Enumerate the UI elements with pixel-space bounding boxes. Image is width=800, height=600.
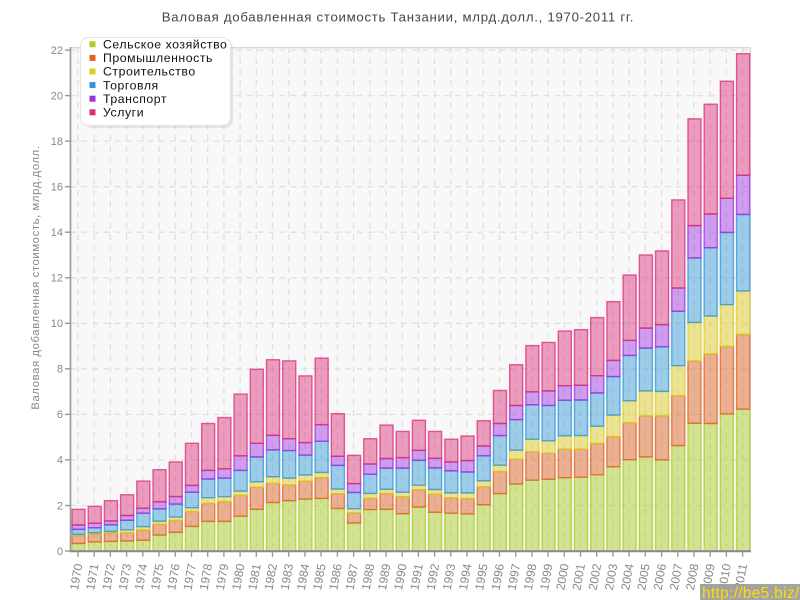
svg-text:12: 12 [51, 273, 63, 285]
svg-text:1980: 1980 [229, 562, 247, 591]
svg-text:1982: 1982 [262, 562, 280, 591]
svg-text:Сельское хозяйство: Сельское хозяйство [103, 38, 227, 52]
svg-text:1977: 1977 [181, 562, 199, 591]
svg-text:1984: 1984 [294, 562, 312, 591]
svg-text:Промышленность: Промышленность [103, 51, 213, 65]
svg-text:1997: 1997 [505, 562, 523, 591]
svg-text:1991: 1991 [407, 562, 425, 591]
svg-text:1972: 1972 [99, 562, 117, 591]
svg-text:Строительство: Строительство [103, 65, 196, 79]
svg-text:2: 2 [57, 500, 63, 512]
svg-text:2001: 2001 [570, 562, 588, 591]
svg-text:2000: 2000 [553, 562, 571, 591]
svg-text:2011: 2011 [732, 562, 750, 590]
svg-text:1989: 1989 [375, 562, 393, 591]
svg-text:16: 16 [51, 182, 63, 194]
svg-text:1999: 1999 [537, 562, 555, 591]
svg-text:2002: 2002 [586, 562, 604, 591]
svg-text:1990: 1990 [391, 562, 409, 591]
svg-text:1971: 1971 [83, 562, 101, 591]
svg-text:1978: 1978 [197, 562, 215, 591]
svg-text:1987: 1987 [343, 562, 361, 591]
svg-text:1995: 1995 [472, 562, 490, 591]
svg-text:Транспорт: Транспорт [103, 92, 167, 106]
svg-text:1998: 1998 [521, 562, 539, 591]
svg-text:2008: 2008 [683, 562, 701, 591]
svg-text:2005: 2005 [634, 562, 652, 591]
svg-text:1976: 1976 [164, 562, 182, 591]
svg-text:20: 20 [51, 90, 63, 102]
svg-text:Услуги: Услуги [103, 106, 144, 120]
svg-text:1979: 1979 [213, 562, 231, 591]
svg-text:0: 0 [57, 546, 63, 558]
svg-text:1988: 1988 [359, 562, 377, 591]
svg-text:6: 6 [57, 409, 63, 421]
svg-text:1994: 1994 [456, 562, 474, 591]
svg-text:1970: 1970 [67, 562, 85, 591]
svg-text:1993: 1993 [440, 562, 458, 591]
svg-text:4: 4 [57, 455, 63, 467]
svg-text:8: 8 [57, 364, 63, 376]
svg-text:Торговля: Торговля [103, 78, 159, 92]
svg-text:2006: 2006 [651, 562, 669, 591]
svg-text:2004: 2004 [618, 562, 636, 591]
svg-text:18: 18 [51, 136, 63, 148]
svg-text:Валовая добавленная стоимость,: Валовая добавленная стоимость, млрд.долл… [30, 145, 42, 409]
svg-text:1983: 1983 [278, 562, 296, 591]
svg-text:1974: 1974 [132, 562, 150, 591]
svg-text:1996: 1996 [489, 562, 507, 591]
svg-text:2007: 2007 [667, 562, 685, 591]
svg-text:1981: 1981 [245, 562, 263, 591]
svg-text:22: 22 [51, 45, 63, 57]
svg-text:10: 10 [51, 318, 63, 330]
svg-text:1975: 1975 [148, 562, 166, 591]
svg-text:Валовая добавленная стоимость: Валовая добавленная стоимость Танзании, … [162, 10, 634, 25]
svg-text:14: 14 [51, 227, 63, 239]
svg-text:1986: 1986 [326, 562, 344, 591]
svg-text:1992: 1992 [424, 562, 442, 591]
svg-text:http://be5.biz/: http://be5.biz/ [702, 585, 800, 600]
svg-text:2003: 2003 [602, 562, 620, 591]
svg-text:1973: 1973 [116, 562, 134, 591]
svg-text:1985: 1985 [310, 562, 328, 591]
